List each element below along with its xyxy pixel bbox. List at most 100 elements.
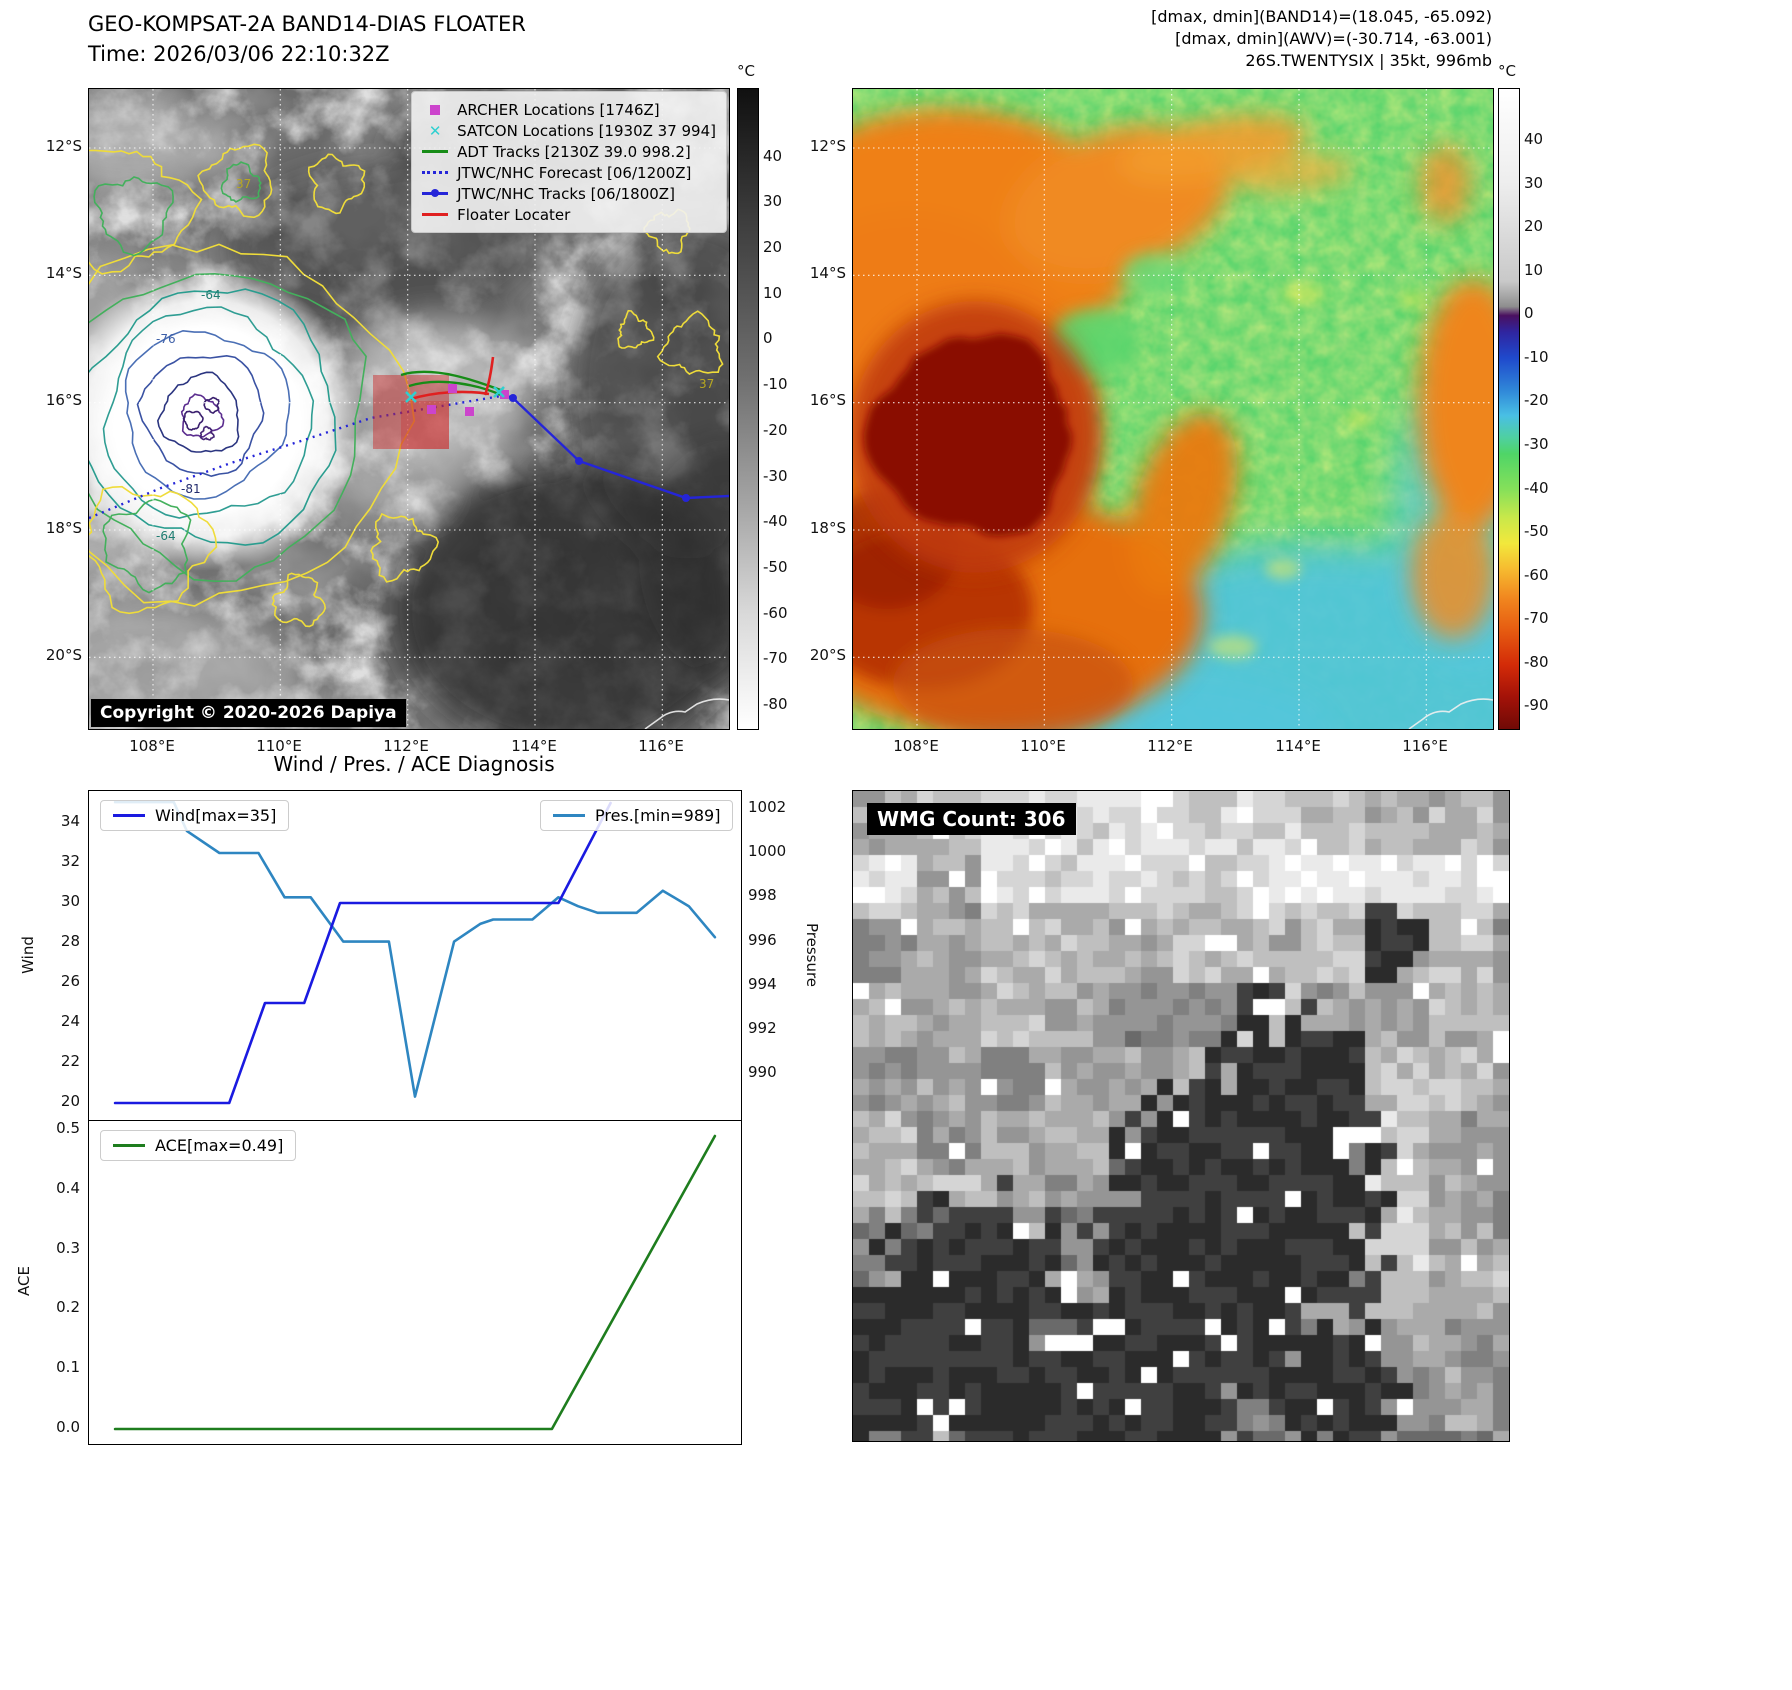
legend-item: JTWC/NHC Forecast [06/1200Z] [422,162,716,183]
contour-label: -81 [181,482,201,496]
colorbar-tick: -80 [763,695,788,714]
chart-title: Wind / Pres. / ACE Diagnosis [273,752,555,776]
jtwc-forecast-track [89,394,502,520]
colorbar-tick: -10 [763,375,788,394]
awv-imagery [853,89,1493,729]
legend-item: ARCHER Locations [1746Z] [422,99,716,120]
tick-label: 34 [60,812,80,830]
lon-tick: 114°E [511,737,557,755]
awv-satellite-map [852,88,1494,730]
legend-item: ✕ SATCON Locations [1930Z 37 994] [422,120,716,141]
awv-header: [dmax, dmin](BAND14)=(18.045, -65.092) [… [900,6,1492,72]
tick-label: 994 [748,974,777,993]
awv-minmax: [dmax, dmin](AWV)=(-30.714, -63.001) [1175,29,1492,48]
tick-label: 0.5 [56,1118,80,1137]
tick-label: 22 [60,1052,80,1070]
legend-label: JTWC/NHC Tracks [06/1800Z] [457,184,675,203]
legend-marker-x-icon: ✕ [428,121,442,140]
tick-label: 0.0 [56,1418,80,1437]
colorbar-tick: -40 [1524,478,1549,497]
band14-minmax: [dmax, dmin](BAND14)=(18.045, -65.092) [1151,7,1492,26]
lat-tick: 18°S [809,519,846,537]
coastline [644,698,729,729]
latlon-grid [89,89,729,729]
lat-tick: 18°S [45,519,82,537]
ace-line-sample-icon [113,1144,145,1147]
tick-label: 32 [60,852,80,870]
tick-label: 0.1 [56,1358,80,1377]
contour-label: -76 [156,332,176,346]
colorbar-tick: 10 [763,283,783,302]
legend-marker-line-icon [422,213,449,216]
timestamp: Time: 2026/03/06 22:10:32Z [88,42,390,66]
colorbar-tick: -70 [763,649,788,668]
colorbar-tick: -10 [1524,347,1549,366]
tick-label: 996 [748,930,777,949]
legend-marker-line-icon [422,150,449,153]
page-title: GEO-KOMPSAT-2A BAND14-DIAS FLOATER [88,12,526,36]
band14-colorbar [737,88,759,730]
contour-label: -64 [201,288,221,302]
tick-label: 0.3 [56,1238,80,1257]
contour-label: 37 [236,177,251,191]
legend-label: ARCHER Locations [1746Z] [457,100,660,119]
legend-label: ADT Tracks [2130Z 39.0 998.2] [457,142,691,161]
tick-label: 0.2 [56,1298,80,1317]
pressure-axis-label: Pressure [803,922,821,988]
lat-tick: 20°S [809,646,846,664]
band14-satellite-map: 37 -64 -76 -81 -64 37 [88,88,730,730]
contour-label: 37 [699,377,714,391]
wmg-count-panel: WMG Count: 306 [852,790,1510,1442]
archer-markers [427,384,509,416]
wmg-pixel-image [853,791,1509,1441]
legend-marker-square-icon [430,104,441,115]
colorbar-tick: 30 [763,192,783,211]
colorbar-tick: -50 [763,558,788,576]
colorbar-tick: -70 [1524,609,1549,628]
ace-legend: ACE[max=0.49] [100,1130,297,1161]
legend-label: Floater Locater [457,205,571,224]
tick-label: 26 [60,972,80,990]
tick-label: 30 [60,892,80,910]
colorbar-tick: -50 [1524,522,1549,541]
tick-label: 24 [60,1012,80,1030]
tick-label: 28 [60,932,80,950]
lat-tick: 16°S [809,391,846,409]
colorbar-tick: 10 [1524,260,1544,279]
tick-label: 20 [60,1092,80,1110]
lon-tick: 108°E [893,737,939,755]
analysis-box-inner [401,401,449,449]
copyright-badge: Copyright © 2020-2026 Dapiya [91,699,406,727]
lat-tick: 12°S [809,137,846,155]
colorbar-unit: °C [1498,62,1516,80]
wind-pressure-plot [88,790,742,1122]
satcon-markers [405,386,505,403]
tick-label: 1000 [748,842,787,860]
colorbar-tick: -20 [763,420,788,439]
coldest-core [863,333,1072,537]
legend-item: Floater Locater [422,204,716,225]
lon-tick: 112°E [1147,737,1193,755]
lon-tick: 112°E [383,737,429,755]
lon-tick: 116°E [638,737,684,755]
colorbar-tick: -20 [1524,391,1549,410]
wind-legend: Wind[max=35] [100,800,290,831]
lon-tick: 110°E [256,737,302,755]
colorbar-tick: -90 [1524,696,1549,715]
pressure-line-sample-icon [553,814,585,817]
legend-label: SATCON Locations [1930Z 37 994] [457,121,716,140]
map-legend: ARCHER Locations [1746Z] ✕ SATCON Location… [411,91,727,233]
ace-plot [88,1120,742,1445]
colorbar-tick: 20 [1524,217,1544,236]
ir-contour-lines: 37 -64 -76 -81 -64 37 [89,143,724,628]
wind-legend-label: Wind[max=35] [155,806,277,825]
colorbar-tick: 30 [1524,173,1544,192]
legend-label: JTWC/NHC Forecast [06/1200Z] [457,163,692,182]
colorbar-tick: 40 [763,146,783,165]
yellow-specks [1209,283,1427,659]
pressure-legend: Pres.[min=989] [540,800,734,831]
lon-tick: 110°E [1020,737,1066,755]
lon-tick: 116°E [1402,737,1448,755]
lon-tick: 114°E [1275,737,1321,755]
